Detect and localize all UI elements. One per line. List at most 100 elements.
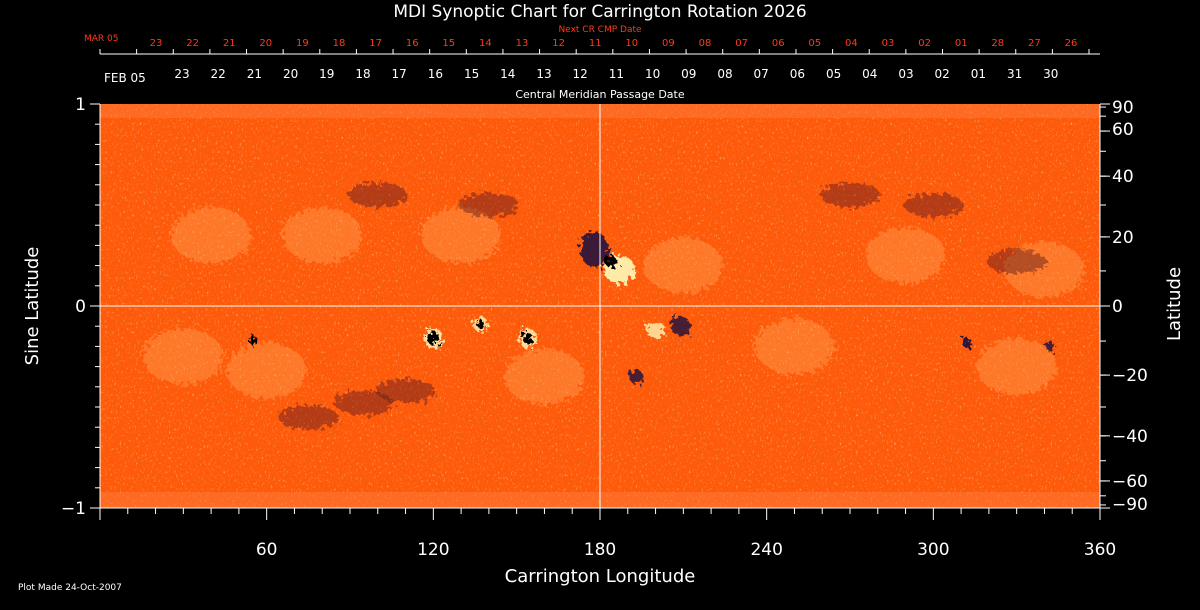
cmp-date-label: 12	[573, 67, 588, 81]
next-cr-date-label: 19	[296, 38, 309, 49]
next-cr-date-label: 13	[516, 38, 529, 49]
next-cr-date-label: 10	[625, 38, 638, 49]
cmp-date-label: 20	[283, 67, 298, 81]
negative-flux-region	[580, 231, 609, 268]
sunspot-umbra	[605, 255, 618, 268]
y-right-tick-label: 0	[1112, 297, 1123, 317]
plage-region	[421, 207, 502, 264]
next-cr-date-label: 01	[955, 38, 968, 49]
cmp-date-label: 06	[790, 67, 805, 81]
y-right-tick-label: 60	[1112, 120, 1134, 140]
x-tick-label: 300	[917, 540, 949, 560]
positive-flux-region	[645, 322, 666, 339]
network-band	[333, 390, 394, 415]
next-cr-date-label: 11	[589, 38, 602, 49]
next-cr-date-label: 09	[662, 38, 675, 49]
next-cr-date-label: 21	[223, 38, 236, 49]
next-cr-date-label: 15	[442, 38, 455, 49]
cmp-date-label: 10	[645, 67, 660, 81]
sunspot-umbra	[476, 320, 485, 329]
next-cr-date-label: 16	[406, 38, 419, 49]
next-cr-date-label: 02	[918, 38, 931, 49]
y-right-tick-label: 20	[1112, 228, 1134, 248]
plage-region	[754, 318, 835, 375]
next-cr-date-label: 04	[845, 38, 858, 49]
next-cr-date-label: 27	[1028, 38, 1041, 49]
x-tick-label: 120	[417, 540, 449, 560]
network-band	[347, 182, 408, 207]
plage-region	[976, 338, 1057, 395]
plage-region	[865, 227, 946, 284]
next-cr-date-label: 28	[991, 38, 1004, 49]
network-band	[986, 249, 1047, 274]
y-axis-right-label: Latitude	[1164, 267, 1185, 341]
cmp-date-label: 13	[536, 67, 551, 81]
next-cr-date-label: 12	[552, 38, 565, 49]
sunspot-umbra	[427, 331, 440, 346]
next-cr-date-label: 23	[150, 38, 163, 49]
cmp-date-label: 16	[428, 67, 443, 81]
next-cr-month-label: MAR 05	[84, 34, 119, 44]
next-cr-date-label: 26	[1065, 38, 1078, 49]
cmp-date-label: 04	[862, 67, 877, 81]
y-left-tick-label: 1	[75, 95, 86, 115]
next-cr-date-label: 14	[479, 38, 492, 49]
sunspot-umbra	[248, 335, 257, 346]
x-tick-label: 240	[750, 540, 782, 560]
plage-region	[643, 237, 724, 294]
sunspot-umbra	[522, 332, 533, 345]
y-right-tick-label: −40	[1112, 427, 1148, 447]
negative-flux-region	[961, 337, 972, 348]
y-right-tick-label: −90	[1112, 495, 1148, 515]
cmp-date-label: 30	[1043, 67, 1058, 81]
next-cr-date-label: 20	[259, 38, 272, 49]
network-band	[375, 378, 436, 403]
y-left-tick-label: −1	[61, 499, 86, 519]
cmp-date-label: 08	[717, 67, 732, 81]
x-tick-label: 360	[1084, 540, 1116, 560]
cmp-date-label: 23	[174, 67, 189, 81]
chart-title: MDI Synoptic Chart for Carrington Rotati…	[393, 2, 806, 22]
network-band	[278, 405, 339, 430]
next-cr-date-label: 07	[735, 38, 748, 49]
negative-flux-region	[670, 316, 691, 337]
plage-region	[504, 348, 585, 405]
y-right-tick-label: −60	[1112, 472, 1148, 492]
cmp-date-label: 01	[971, 67, 986, 81]
cmp-date-label: 03	[898, 67, 913, 81]
next-cr-date-label: 03	[882, 38, 895, 49]
cmp-date-label: 31	[1007, 67, 1022, 81]
cmp-date-label: 15	[464, 67, 479, 81]
negative-flux-region	[629, 369, 644, 384]
cmp-date-label: 14	[500, 67, 515, 81]
network-band	[903, 193, 964, 217]
plage-region	[143, 328, 224, 385]
cmp-date-label: 19	[319, 67, 334, 81]
cmp-date-label: 18	[355, 67, 370, 81]
plage-region	[282, 207, 363, 264]
plage-region	[226, 342, 307, 399]
x-tick-label: 60	[256, 540, 278, 560]
next-cr-date-label: 22	[186, 38, 199, 49]
next-cr-date-label: 06	[772, 38, 785, 49]
x-axis-label: Carrington Longitude	[505, 566, 696, 587]
y-right-tick-label: 90	[1112, 98, 1134, 118]
cmp-date-label: 11	[609, 67, 624, 81]
next-cr-date-label: 17	[369, 38, 382, 49]
next-cr-date-label: 18	[333, 38, 346, 49]
plot-made-footer: Plot Made 24-Oct-2007	[18, 583, 122, 593]
cmp-date-label: 22	[211, 67, 226, 81]
cmp-date-label: 05	[826, 67, 841, 81]
next-cr-axis-title: Next CR CMP Date	[558, 25, 642, 35]
plage-region	[171, 207, 252, 264]
cmp-date-label: 17	[392, 67, 407, 81]
network-band	[820, 182, 880, 207]
x-tick-label: 180	[584, 540, 616, 560]
cmp-date-label: 21	[247, 67, 262, 81]
cmp-month-label: FEB 05	[104, 71, 146, 85]
network-band	[458, 193, 519, 217]
cmp-axis-title: Central Meridian Passage Date	[515, 88, 684, 101]
y-axis-left-label: Sine Latitude	[22, 247, 43, 366]
cmp-date-label: 09	[681, 67, 696, 81]
